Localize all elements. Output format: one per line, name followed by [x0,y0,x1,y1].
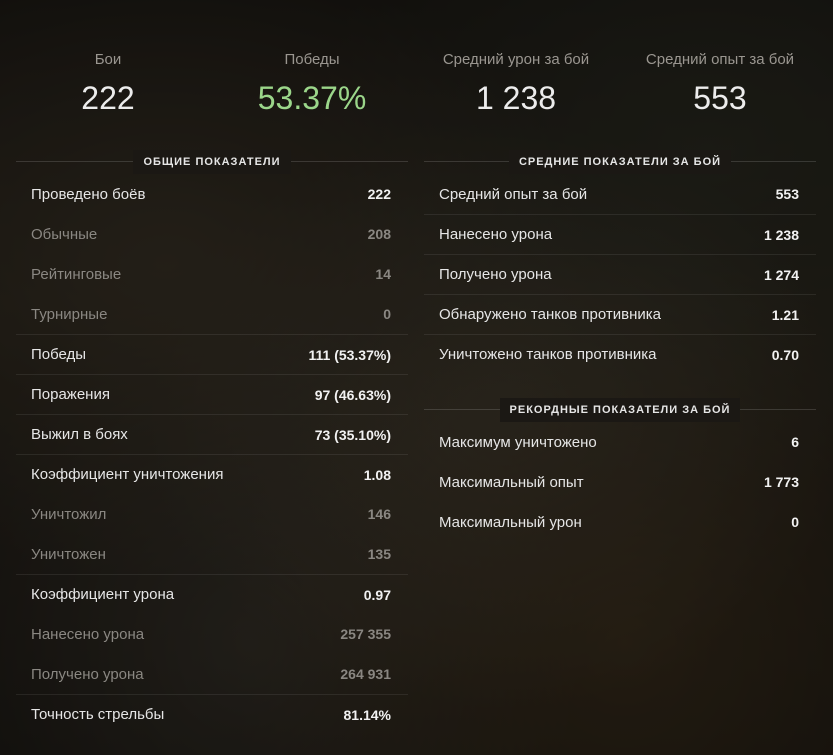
stat-row: Обнаружено танков противника 1.21 [424,294,816,334]
stat-label: Рейтинговые [31,265,122,283]
stat-label: Получено урона [439,266,552,283]
stat-label: Обычные [31,225,98,243]
stat-row: Уничтожил 146 [16,494,408,534]
stat-row: Поражения 97 (46.63%) [16,374,408,414]
stat-value: 264 931 [340,666,391,682]
stat-label: Максимальный урон [439,513,582,531]
section-title: СРЕДНИЕ ПОКАЗАТЕЛИ ЗА БОЙ [508,150,732,174]
stat-value: 135 [367,546,391,562]
stat-value: 257 355 [340,626,391,642]
stat-row: Получено урона 264 931 [16,654,408,694]
stat-value: 208 [367,226,391,242]
stat-row: Победы 111 (53.37%) [16,334,408,374]
average-stats-panel: СРЕДНИЕ ПОКАЗАТЕЛИ ЗА БОЙ Средний опыт з… [424,150,816,542]
stat-value: 111 (53.37%) [308,346,391,363]
stat-label: Максимум уничтожено [439,433,597,451]
stat-row: Точность стрельбы 81.14% [16,694,408,734]
stat-row: Рейтинговые 14 [16,254,408,294]
stat-value: 553 [775,186,799,202]
summary-value: 1 238 [475,80,557,116]
stat-label: Победы [31,346,87,363]
stat-label: Получено урона [31,665,144,683]
summary-label: Бои [94,51,122,68]
stat-row: Уничтожен 135 [16,534,408,574]
summary-bar: Бои 222 Победы 53.37% Средний урон за бо… [0,50,833,120]
stat-label: Нанесено урона [31,625,145,643]
summary-battles: Бои 222 [6,50,210,118]
stat-label: Уничтожено танков противника [439,346,657,363]
stat-label: Обнаружено танков противника [439,306,662,323]
stat-row: Нанесено урона 257 355 [16,614,408,654]
section-spacer [424,374,816,398]
stat-row: Максимум уничтожено 6 [424,422,816,462]
stat-label: Уничтожил [31,505,107,523]
stat-value: 1 238 [763,226,799,243]
section-title: ОБЩИЕ ПОКАЗАТЕЛИ [133,150,291,174]
stat-value: 14 [375,266,391,282]
stat-value: 1.21 [771,306,799,323]
section-header-average: СРЕДНИЕ ПОКАЗАТЕЛИ ЗА БОЙ [424,150,816,174]
summary-avg-exp: Средний опыт за бой 553 [618,50,822,118]
stat-row: Выжил в боях 73 (35.10%) [16,414,408,454]
summary-value: 53.37% [257,80,367,116]
stat-row: Коэффициент урона 0.97 [16,574,408,614]
stat-label: Уничтожен [31,545,106,563]
stat-value: 1 274 [763,266,799,283]
stat-value: 1.08 [363,466,391,483]
summary-label: Средний урон за бой [442,51,590,68]
stat-value: 0.97 [363,586,391,603]
section-header-records: РЕКОРДНЫЕ ПОКАЗАТЕЛИ ЗА БОЙ [424,398,816,422]
stat-value: 0 [383,306,391,322]
stat-value: 222 [367,186,391,202]
stat-value: 73 (35.10%) [314,426,391,443]
summary-value: 222 [81,80,135,116]
stat-row: Обычные 208 [16,214,408,254]
stat-row: Нанесено урона 1 238 [424,214,816,254]
section-title: РЕКОРДНЫЕ ПОКАЗАТЕЛИ ЗА БОЙ [499,398,741,422]
general-stats-panel: ОБЩИЕ ПОКАЗАТЕЛИ Проведено боёв 222 Обыч… [16,150,408,734]
stat-row: Коэффициент уничтожения 1.08 [16,454,408,494]
stat-label: Нанесено урона [439,226,553,243]
stat-row: Средний опыт за бой 553 [424,174,816,214]
stat-label: Поражения [31,386,110,403]
stat-row: Максимальный урон 0 [424,502,816,542]
stat-label: Проведено боёв [31,185,146,203]
stat-label: Коэффициент уничтожения [31,466,224,483]
stat-value: 6 [791,434,799,450]
stat-value: 81.14% [343,706,391,723]
summary-wins: Победы 53.37% [210,50,414,118]
stat-row: Максимальный опыт 1 773 [424,462,816,502]
summary-value: 553 [693,80,747,116]
stat-label: Максимальный опыт [439,473,584,491]
stat-label: Коэффициент урона [31,586,175,603]
stat-value: 97 (46.63%) [314,386,391,403]
stat-row: Уничтожено танков противника 0.70 [424,334,816,374]
section-header-general: ОБЩИЕ ПОКАЗАТЕЛИ [16,150,408,174]
stat-row: Получено урона 1 274 [424,254,816,294]
stat-label: Турнирные [31,305,108,323]
stat-value: 0.70 [771,346,799,363]
stat-value: 1 773 [763,474,799,490]
stat-value: 0 [791,514,799,530]
stat-row: Турнирные 0 [16,294,408,334]
stat-label: Средний опыт за бой [439,185,588,203]
summary-label: Средний опыт за бой [645,51,795,68]
stat-label: Точность стрельбы [31,706,165,723]
summary-avg-damage: Средний урон за бой 1 238 [414,50,618,118]
stat-row: Проведено боёв 222 [16,174,408,214]
stat-value: 146 [367,506,391,522]
stat-label: Выжил в боях [31,426,128,443]
summary-label: Победы [284,51,340,68]
